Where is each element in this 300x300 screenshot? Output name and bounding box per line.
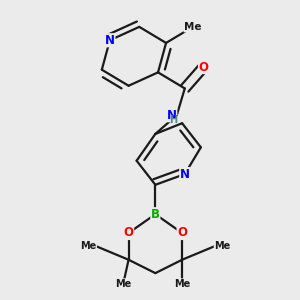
Text: H: H bbox=[169, 115, 178, 125]
Text: O: O bbox=[124, 226, 134, 239]
Text: O: O bbox=[177, 226, 187, 239]
Text: Me: Me bbox=[115, 279, 131, 289]
Text: N: N bbox=[167, 109, 177, 122]
Text: N: N bbox=[105, 34, 115, 47]
Text: O: O bbox=[199, 61, 208, 74]
Text: N: N bbox=[180, 168, 190, 181]
Text: Me: Me bbox=[174, 279, 190, 289]
Text: Me: Me bbox=[214, 242, 230, 251]
Text: B: B bbox=[151, 208, 160, 221]
Text: Me: Me bbox=[184, 22, 202, 32]
Text: Me: Me bbox=[80, 242, 97, 251]
